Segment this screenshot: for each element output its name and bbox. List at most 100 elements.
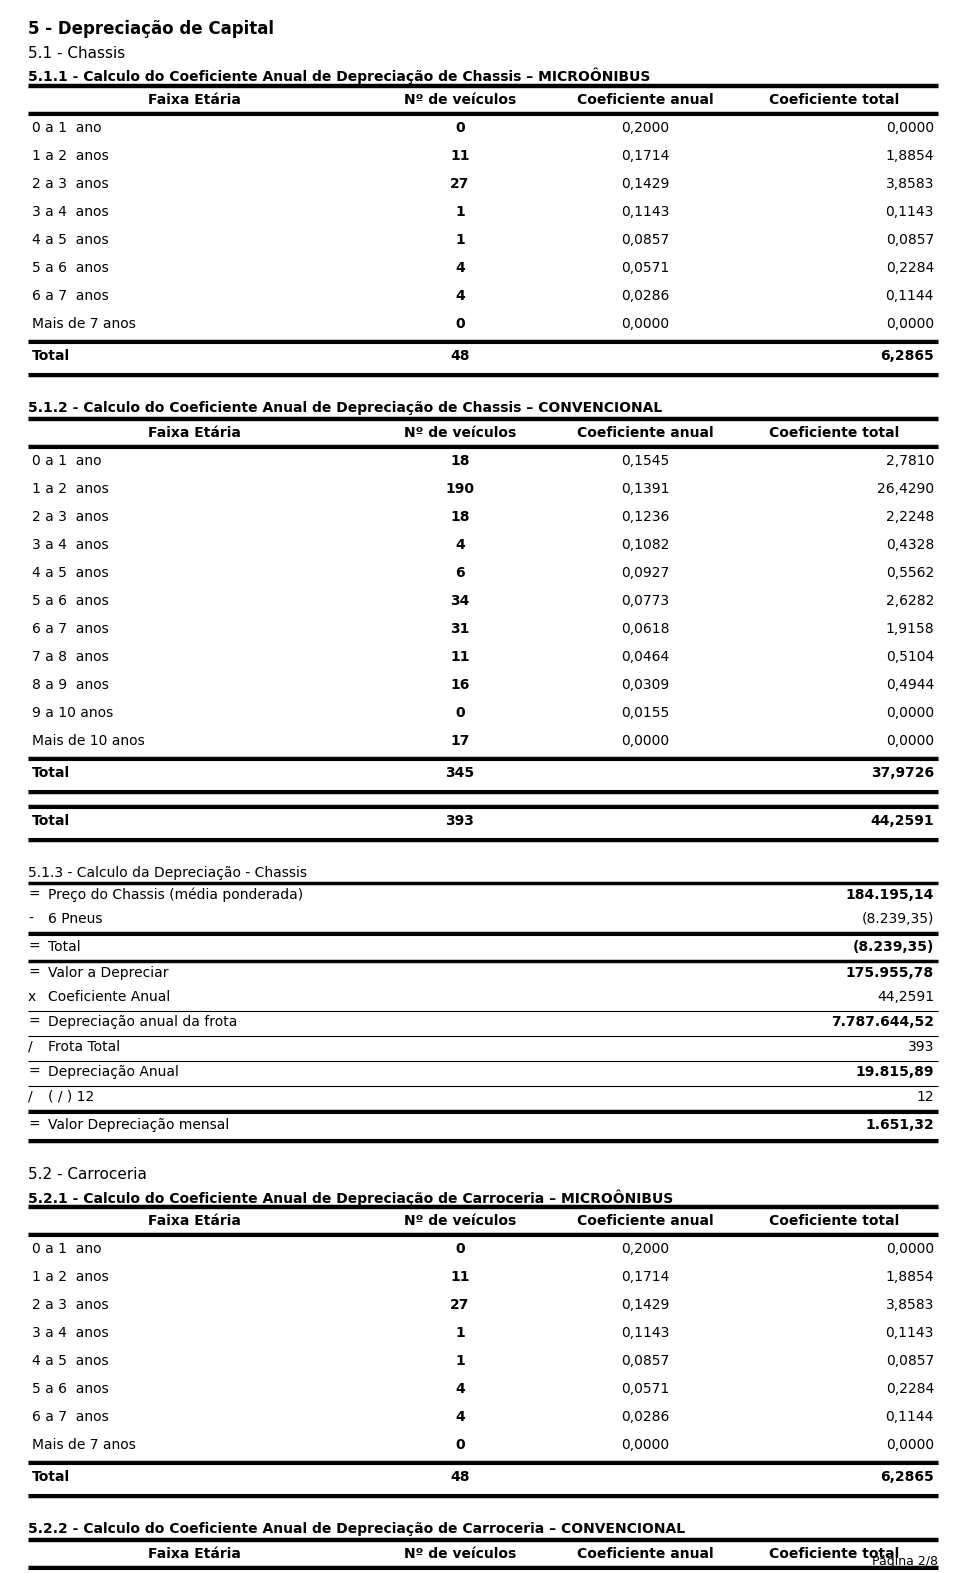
Text: 0,2284: 0,2284 (886, 1383, 934, 1395)
Text: Coeficiente total: Coeficiente total (769, 1546, 900, 1560)
Text: 0,0857: 0,0857 (886, 233, 934, 247)
Text: Faixa Etária: Faixa Etária (148, 93, 240, 107)
Text: 19.815,89: 19.815,89 (855, 1065, 934, 1079)
Text: 0,1391: 0,1391 (621, 481, 669, 495)
Text: 3,8583: 3,8583 (886, 1298, 934, 1312)
Text: 1,9158: 1,9158 (885, 621, 934, 635)
Text: 9 a 10 anos: 9 a 10 anos (32, 706, 113, 720)
Text: 1 a 2  anos: 1 a 2 anos (32, 149, 108, 164)
Text: 6,2865: 6,2865 (880, 1471, 934, 1483)
Text: 5.1.1 - Calculo do Coeficiente Anual de Depreciação de Chassis – MICROÔNIBUS: 5.1.1 - Calculo do Coeficiente Anual de … (28, 68, 650, 85)
Text: 6 Pneus: 6 Pneus (48, 912, 103, 926)
Text: 48: 48 (450, 349, 469, 363)
Text: 0,0286: 0,0286 (621, 289, 669, 304)
Text: 6 a 7  anos: 6 a 7 anos (32, 1409, 108, 1424)
Text: 0,2284: 0,2284 (886, 261, 934, 275)
Text: 1.651,32: 1.651,32 (865, 1118, 934, 1133)
Text: 1,8854: 1,8854 (885, 1269, 934, 1284)
Text: Página 2/8: Página 2/8 (872, 1556, 938, 1568)
Text: 0,0571: 0,0571 (621, 1383, 669, 1395)
Text: 5.1.2 - Calculo do Coeficiente Anual de Depreciação de Chassis – CONVENCIONAL: 5.1.2 - Calculo do Coeficiente Anual de … (28, 401, 662, 415)
Text: 4 a 5  anos: 4 a 5 anos (32, 1354, 108, 1369)
Text: x: x (28, 989, 36, 1004)
Text: 0 a 1  ano: 0 a 1 ano (32, 121, 102, 135)
Text: 0,1143: 0,1143 (621, 204, 669, 219)
Text: 0,5562: 0,5562 (886, 566, 934, 580)
Text: 175.955,78: 175.955,78 (846, 966, 934, 980)
Text: 1: 1 (455, 1354, 465, 1369)
Text: Total: Total (32, 813, 70, 827)
Text: (8.239,35): (8.239,35) (862, 912, 934, 926)
Text: 0,1082: 0,1082 (621, 538, 669, 552)
Text: =: = (28, 1118, 39, 1133)
Text: 5.2.2 - Calculo do Coeficiente Anual de Depreciação de Carroceria – CONVENCIONAL: 5.2.2 - Calculo do Coeficiente Anual de … (28, 1523, 685, 1535)
Text: Nº de veículos: Nº de veículos (404, 426, 516, 440)
Text: 4 a 5  anos: 4 a 5 anos (32, 233, 108, 247)
Text: =: = (28, 889, 39, 901)
Text: Coeficiente total: Coeficiente total (769, 1214, 900, 1229)
Text: 8 a 9  anos: 8 a 9 anos (32, 678, 108, 692)
Text: 11: 11 (450, 1269, 469, 1284)
Text: 0,1143: 0,1143 (886, 204, 934, 219)
Text: 5.1 - Chassis: 5.1 - Chassis (28, 46, 125, 61)
Text: 0,4328: 0,4328 (886, 538, 934, 552)
Text: 0,0155: 0,0155 (621, 706, 669, 720)
Text: 1: 1 (455, 1326, 465, 1340)
Text: 17: 17 (450, 735, 469, 749)
Text: Total: Total (32, 766, 70, 780)
Text: 0,0000: 0,0000 (886, 1243, 934, 1255)
Text: 0,2000: 0,2000 (621, 121, 669, 135)
Text: 0,1143: 0,1143 (886, 1326, 934, 1340)
Text: 0: 0 (455, 706, 465, 720)
Text: 0,1143: 0,1143 (621, 1326, 669, 1340)
Text: 5.2 - Carroceria: 5.2 - Carroceria (28, 1167, 147, 1181)
Text: 4: 4 (455, 538, 465, 552)
Text: 5 a 6  anos: 5 a 6 anos (32, 595, 108, 609)
Text: 2 a 3  anos: 2 a 3 anos (32, 510, 108, 524)
Text: Nº de veículos: Nº de veículos (404, 93, 516, 107)
Text: =: = (28, 1015, 39, 1029)
Text: 184.195,14: 184.195,14 (846, 889, 934, 901)
Text: 6 a 7  anos: 6 a 7 anos (32, 621, 108, 635)
Text: 18: 18 (450, 510, 469, 524)
Text: 2,7810: 2,7810 (886, 455, 934, 469)
Text: 4: 4 (455, 261, 465, 275)
Text: Mais de 10 anos: Mais de 10 anos (32, 735, 145, 749)
Text: 0,0857: 0,0857 (621, 233, 669, 247)
Text: 0,0000: 0,0000 (621, 735, 669, 749)
Text: Depreciação Anual: Depreciação Anual (48, 1065, 179, 1079)
Text: 11: 11 (450, 149, 469, 164)
Text: Valor a Depreciar: Valor a Depreciar (48, 966, 169, 980)
Text: 0,1429: 0,1429 (621, 178, 669, 190)
Text: Mais de 7 anos: Mais de 7 anos (32, 318, 136, 330)
Text: Depreciação anual da frota: Depreciação anual da frota (48, 1015, 237, 1029)
Text: 0,0000: 0,0000 (886, 735, 934, 749)
Text: =: = (28, 1065, 39, 1079)
Text: 2 a 3  anos: 2 a 3 anos (32, 1298, 108, 1312)
Text: Coeficiente anual: Coeficiente anual (577, 93, 713, 107)
Text: 16: 16 (450, 678, 469, 692)
Text: Nº de veículos: Nº de veículos (404, 1214, 516, 1229)
Text: Coeficiente total: Coeficiente total (769, 93, 900, 107)
Text: 0: 0 (455, 121, 465, 135)
Text: =: = (28, 941, 39, 953)
Text: 0,0000: 0,0000 (621, 318, 669, 330)
Text: 27: 27 (450, 178, 469, 190)
Text: /: / (28, 1040, 33, 1054)
Text: 1: 1 (455, 233, 465, 247)
Text: Total: Total (32, 1471, 70, 1483)
Text: 2,2248: 2,2248 (886, 510, 934, 524)
Text: ( / ) 12: ( / ) 12 (48, 1090, 94, 1104)
Text: 0,5104: 0,5104 (886, 650, 934, 664)
Text: 2,6282: 2,6282 (886, 595, 934, 609)
Text: 0,0000: 0,0000 (886, 706, 934, 720)
Text: 0,0309: 0,0309 (621, 678, 669, 692)
Text: 0,0857: 0,0857 (621, 1354, 669, 1369)
Text: 0,1714: 0,1714 (621, 149, 669, 164)
Text: 0,1714: 0,1714 (621, 1269, 669, 1284)
Text: Faixa Etária: Faixa Etária (148, 1214, 240, 1229)
Text: Valor Depreciação mensal: Valor Depreciação mensal (48, 1118, 229, 1133)
Text: Coeficiente anual: Coeficiente anual (577, 1546, 713, 1560)
Text: 0: 0 (455, 1438, 465, 1452)
Text: Mais de 7 anos: Mais de 7 anos (32, 1438, 136, 1452)
